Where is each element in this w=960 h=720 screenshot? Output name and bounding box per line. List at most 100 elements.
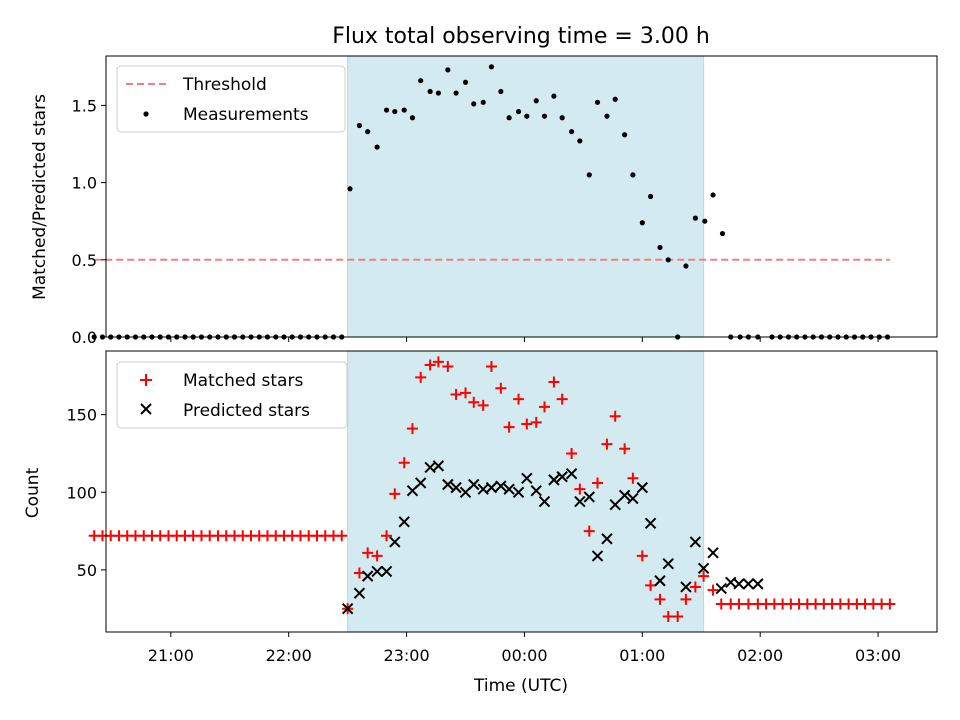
legend-threshold: Threshold — [182, 75, 267, 95]
measurement-point — [639, 220, 645, 226]
measurement-point — [471, 101, 477, 107]
matched-point — [477, 399, 489, 411]
predicted-point — [530, 485, 542, 497]
matched-point — [513, 393, 525, 405]
x-tick-label: 22:00 — [266, 646, 312, 665]
top-shaded-region — [347, 56, 704, 337]
matched-point — [636, 550, 648, 562]
measurement-point — [551, 93, 557, 99]
matched-point — [415, 371, 427, 383]
x-tick-label: 03:00 — [855, 646, 901, 665]
y-tick-label: 50 — [77, 561, 97, 580]
x-tick-label: 02:00 — [737, 646, 783, 665]
measurement-point — [418, 78, 424, 84]
x-tick-label: 23:00 — [384, 646, 430, 665]
predicted-point — [654, 575, 666, 587]
predicted-point — [503, 483, 515, 495]
matched-point — [406, 423, 418, 435]
measurement-point — [559, 115, 565, 121]
predicted-point — [468, 478, 480, 491]
matched-point — [619, 443, 631, 455]
measurement-point — [445, 67, 451, 73]
predicted-point — [485, 481, 498, 494]
matched-point — [601, 438, 613, 450]
measurement-point — [568, 129, 575, 135]
matched-point — [460, 387, 472, 399]
measurement-point — [480, 99, 486, 105]
bottom-legend: Matched stars Predicted stars — [116, 361, 348, 429]
predicted-point — [371, 565, 383, 578]
predicted-point — [574, 495, 586, 508]
predicted-legend-swatch — [140, 403, 152, 415]
predicted-point — [583, 491, 595, 503]
measurement-point — [533, 98, 539, 104]
measurement-point — [657, 244, 663, 251]
matched-point — [432, 356, 444, 368]
predicted-point — [450, 481, 462, 494]
measurement-point — [683, 263, 689, 269]
measurement-point — [630, 172, 636, 178]
matched-point — [583, 525, 595, 537]
predicted-point — [548, 474, 560, 486]
measurement-point — [365, 129, 371, 135]
predicted-point — [389, 536, 401, 548]
predicted-point — [627, 492, 639, 505]
legend-matched: Matched stars — [183, 371, 303, 391]
measurement-point — [498, 88, 504, 95]
x-tick-label: 21:00 — [148, 646, 194, 665]
matched-point — [742, 598, 754, 610]
x-axis-label: Time (UTC) — [473, 676, 568, 696]
predicted-point — [442, 478, 454, 491]
matched-point — [662, 610, 674, 622]
predicted-point — [538, 495, 551, 508]
matched-point — [884, 598, 896, 610]
matched-point — [381, 530, 393, 542]
matched-point — [645, 579, 657, 591]
predicted-point — [697, 562, 710, 575]
matched-point — [485, 361, 497, 373]
matched-point — [556, 393, 568, 405]
measurement-point — [462, 79, 469, 85]
predicted-point — [742, 578, 755, 590]
predicted-point — [432, 460, 445, 472]
matched-point — [362, 547, 374, 559]
measurement-point — [577, 138, 583, 144]
predicted-point — [733, 578, 745, 590]
measurement-point — [401, 107, 407, 113]
matched-point — [424, 359, 436, 371]
predicted-point — [556, 471, 568, 483]
predicted-point — [341, 603, 354, 615]
matched-point — [371, 550, 383, 562]
predicted-point — [715, 582, 728, 595]
matched-point — [389, 488, 401, 500]
predicted-point — [680, 581, 692, 593]
predicted-point — [662, 557, 674, 570]
predicted-point — [601, 533, 613, 545]
measurement-point — [409, 115, 416, 121]
measurement-point — [453, 90, 459, 96]
matched-point — [538, 401, 550, 413]
predicted-point — [689, 536, 702, 548]
matched-point — [566, 447, 578, 459]
predicted-point — [707, 547, 719, 559]
top-panel: 0.0 0.5 1.0 1.5 Matched/Predicted stars Thr… — [30, 55, 938, 347]
predicted-point — [361, 570, 374, 582]
matched-point — [654, 593, 666, 605]
measurement-point — [622, 132, 628, 138]
predicted-point — [521, 472, 533, 485]
predicted-point — [636, 481, 649, 494]
legend-predicted: Predicted stars — [183, 401, 310, 421]
matched-point — [698, 570, 710, 582]
bottom-shaded-region — [347, 351, 704, 632]
matched-point — [530, 416, 542, 428]
measurement-point — [612, 96, 618, 102]
chart-title: Flux total observing time = 3.00 h — [332, 24, 710, 49]
matched-point — [548, 376, 560, 388]
measurement-point — [515, 108, 522, 115]
predicted-point — [609, 498, 621, 511]
matched-point — [592, 477, 604, 489]
matched-point — [672, 610, 684, 622]
measurement-point — [665, 257, 671, 263]
x-tick-label: 01:00 — [619, 646, 665, 665]
top-legend: Threshold Measurements — [116, 65, 346, 133]
